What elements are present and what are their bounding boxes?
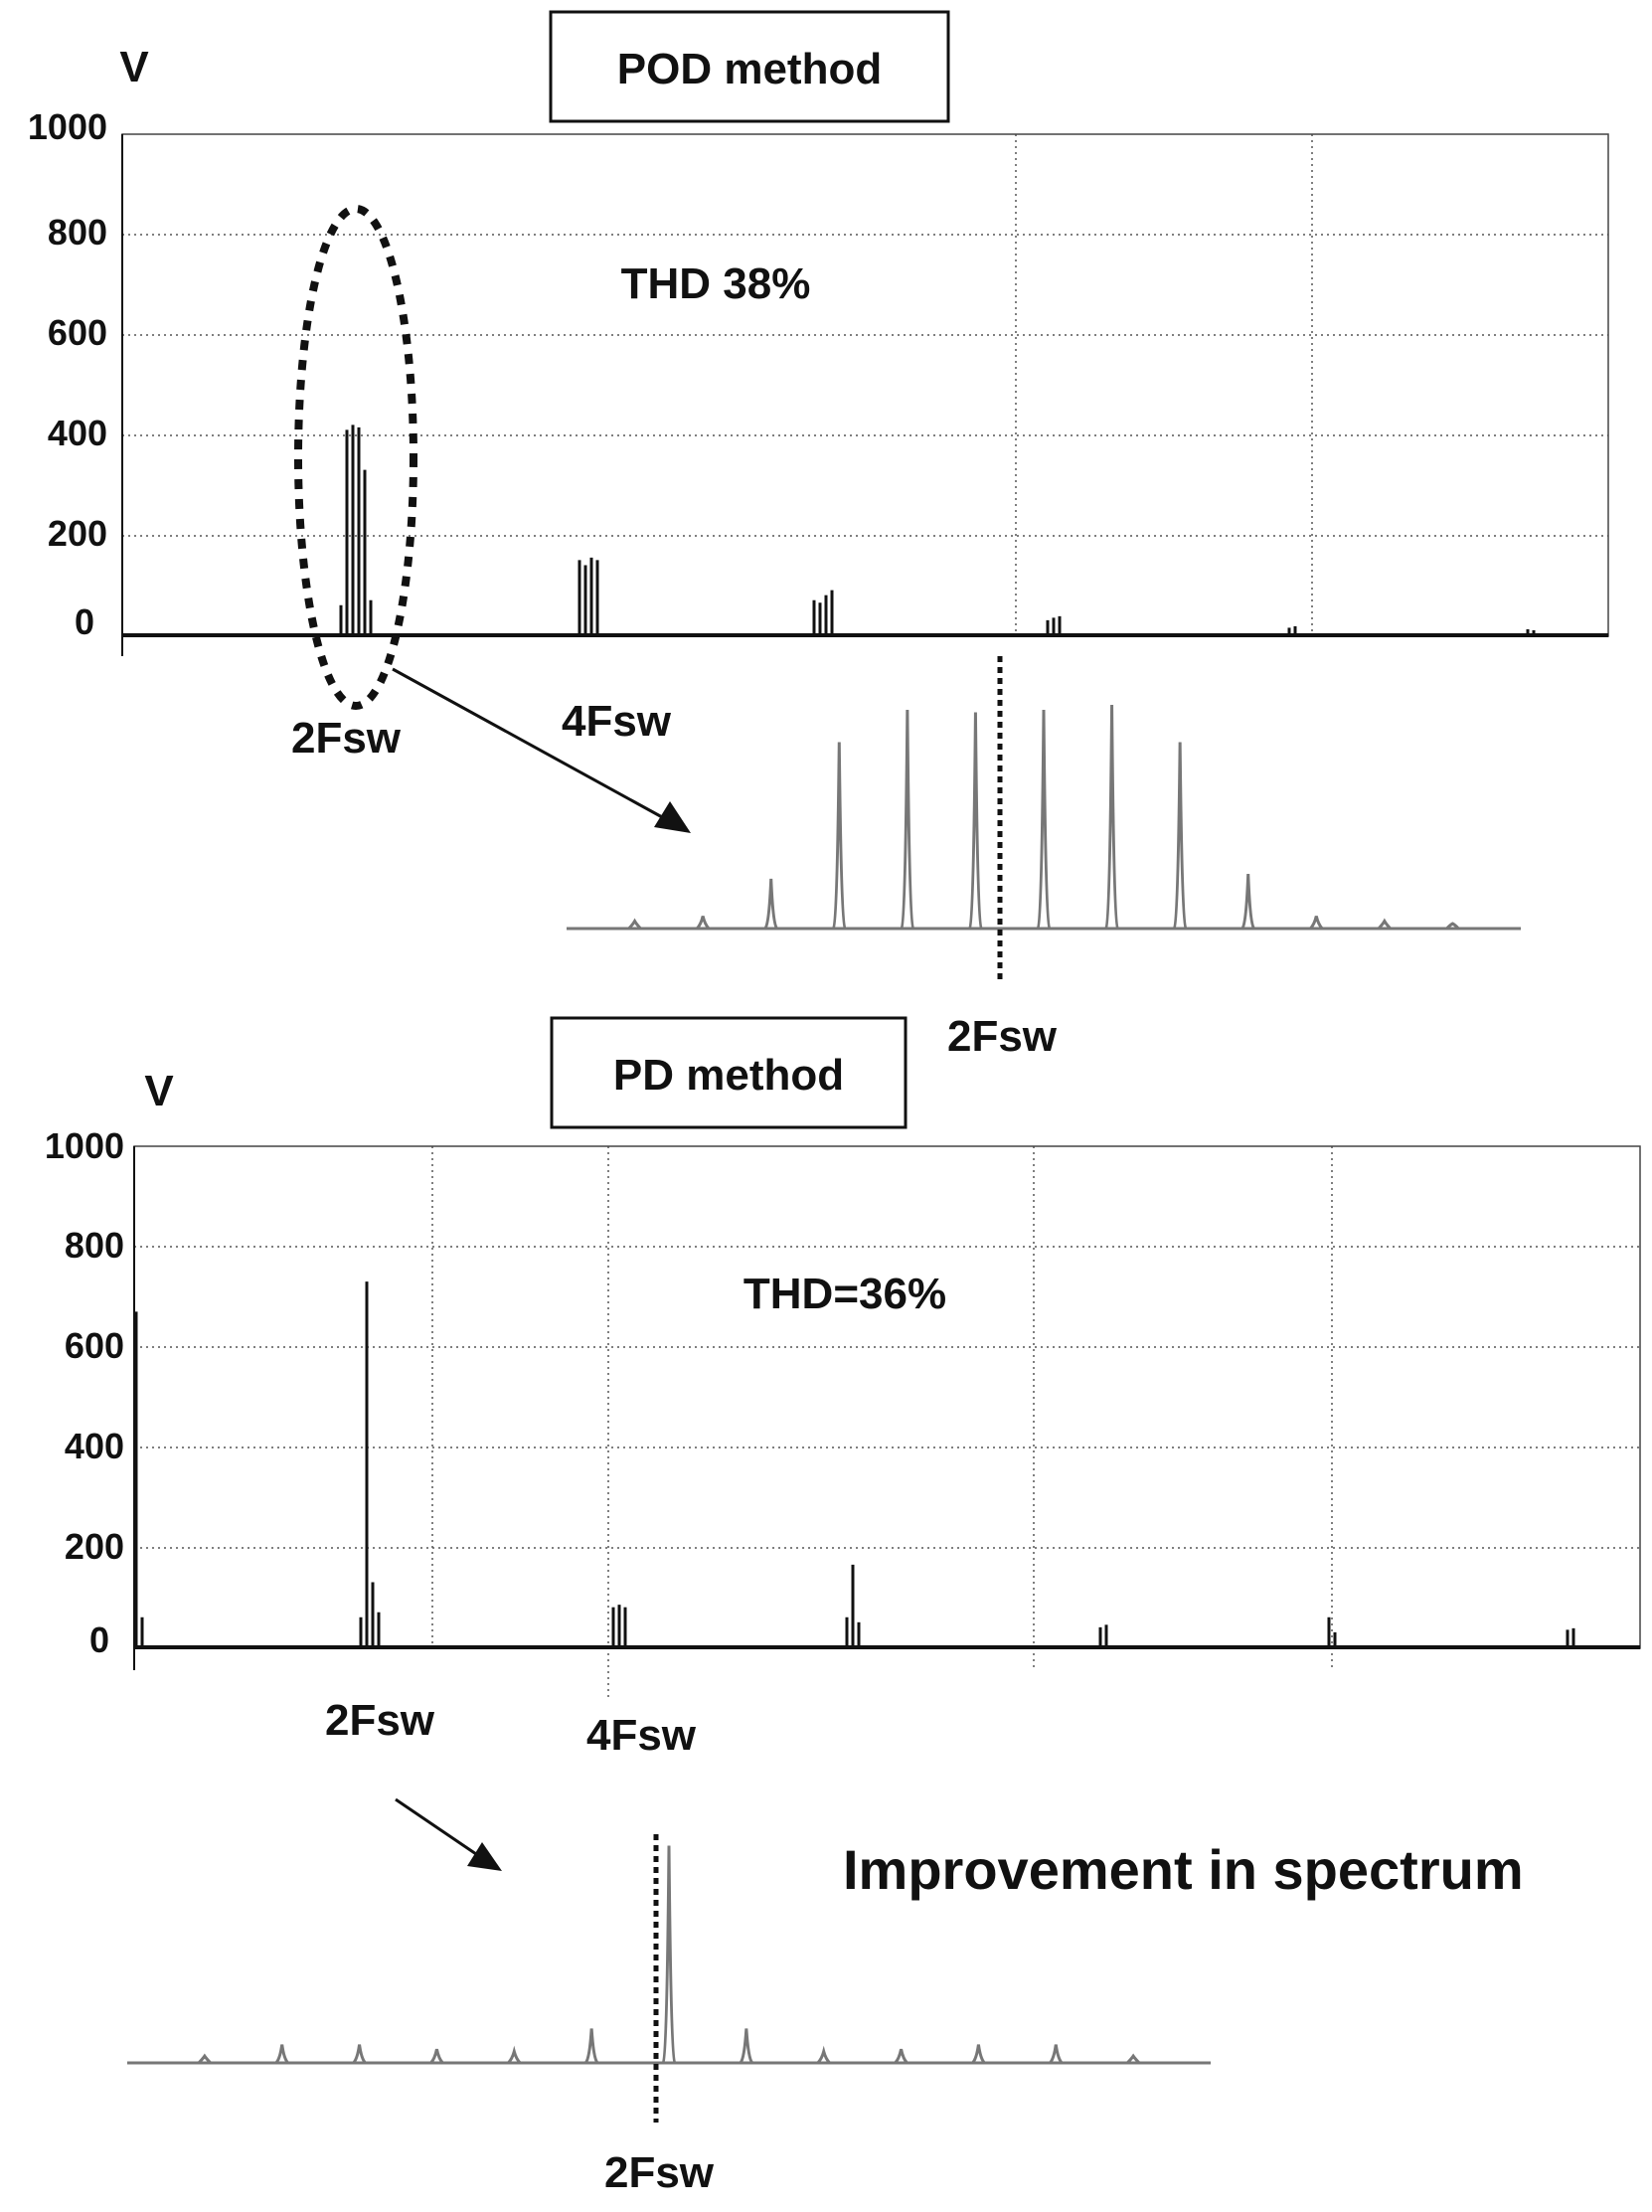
pd-y-axis-label: V bbox=[144, 1067, 174, 1115]
pod-zoom-trace bbox=[567, 704, 1521, 931]
pd-tick-400: 400 bbox=[65, 1426, 124, 1466]
pd-zoom-trace bbox=[127, 1845, 1211, 2065]
pod-tick-600: 600 bbox=[48, 312, 107, 353]
pod-zoom-arrow bbox=[392, 667, 665, 820]
pod-tick-1000: 1000 bbox=[28, 106, 107, 147]
pod-tick-400: 400 bbox=[48, 413, 107, 453]
pd-tick-200: 200 bbox=[65, 1526, 124, 1567]
pod-y-axis-label: V bbox=[119, 43, 149, 91]
pd-tick-1000: 1000 bbox=[45, 1125, 124, 1166]
pod-title-box bbox=[549, 10, 950, 123]
pd-zoom-x-label: 2Fsw bbox=[604, 2148, 715, 2197]
pd-title-box bbox=[550, 1016, 908, 1129]
pod-x-label-2fsw: 2Fsw bbox=[291, 714, 402, 763]
pod-tick-0: 0 bbox=[75, 601, 94, 642]
pod-x-label-4fsw: 4Fsw bbox=[562, 697, 672, 746]
pd-title: PD method bbox=[613, 1051, 844, 1100]
pd-x-label-4fsw: 4Fsw bbox=[586, 1711, 697, 1760]
pd-chart: PD method V 1000 800 600 400 200 0 THD=3… bbox=[45, 1016, 1641, 1871]
pod-tick-800: 800 bbox=[48, 212, 107, 253]
pod-bars bbox=[339, 425, 1536, 635]
pd-tick-800: 800 bbox=[65, 1225, 124, 1266]
pod-highlight-ellipse bbox=[294, 205, 417, 710]
pd-bars bbox=[134, 1281, 1575, 1647]
pod-chart: POD method V 1000 800 600 400 200 0 THD … bbox=[28, 10, 1609, 833]
pod-zoom-arrowhead bbox=[654, 801, 691, 833]
pod-thd-label: THD 38% bbox=[621, 259, 811, 308]
pd-zoom-inset: 2Fsw Improvement in spectrum bbox=[127, 1834, 1524, 2197]
pd-tick-0: 0 bbox=[89, 1619, 109, 1660]
pod-gridlines bbox=[122, 134, 1608, 636]
improvement-label: Improvement in spectrum bbox=[843, 1838, 1524, 1901]
pd-tick-600: 600 bbox=[65, 1325, 124, 1366]
pd-x-label-2fsw: 2Fsw bbox=[325, 1696, 435, 1745]
pod-zoom-inset: 2Fsw bbox=[567, 656, 1521, 1061]
pd-gridlines bbox=[134, 1146, 1640, 1700]
pd-thd-label: THD=36% bbox=[743, 1270, 946, 1318]
pod-zoom-x-label: 2Fsw bbox=[947, 1012, 1058, 1061]
pd-zoom-arrowhead bbox=[467, 1842, 502, 1871]
pd-zoom-arrow bbox=[395, 1797, 480, 1858]
pod-title: POD method bbox=[617, 45, 882, 93]
pd-plot-frame bbox=[133, 1145, 1641, 1649]
pod-tick-200: 200 bbox=[48, 513, 107, 554]
